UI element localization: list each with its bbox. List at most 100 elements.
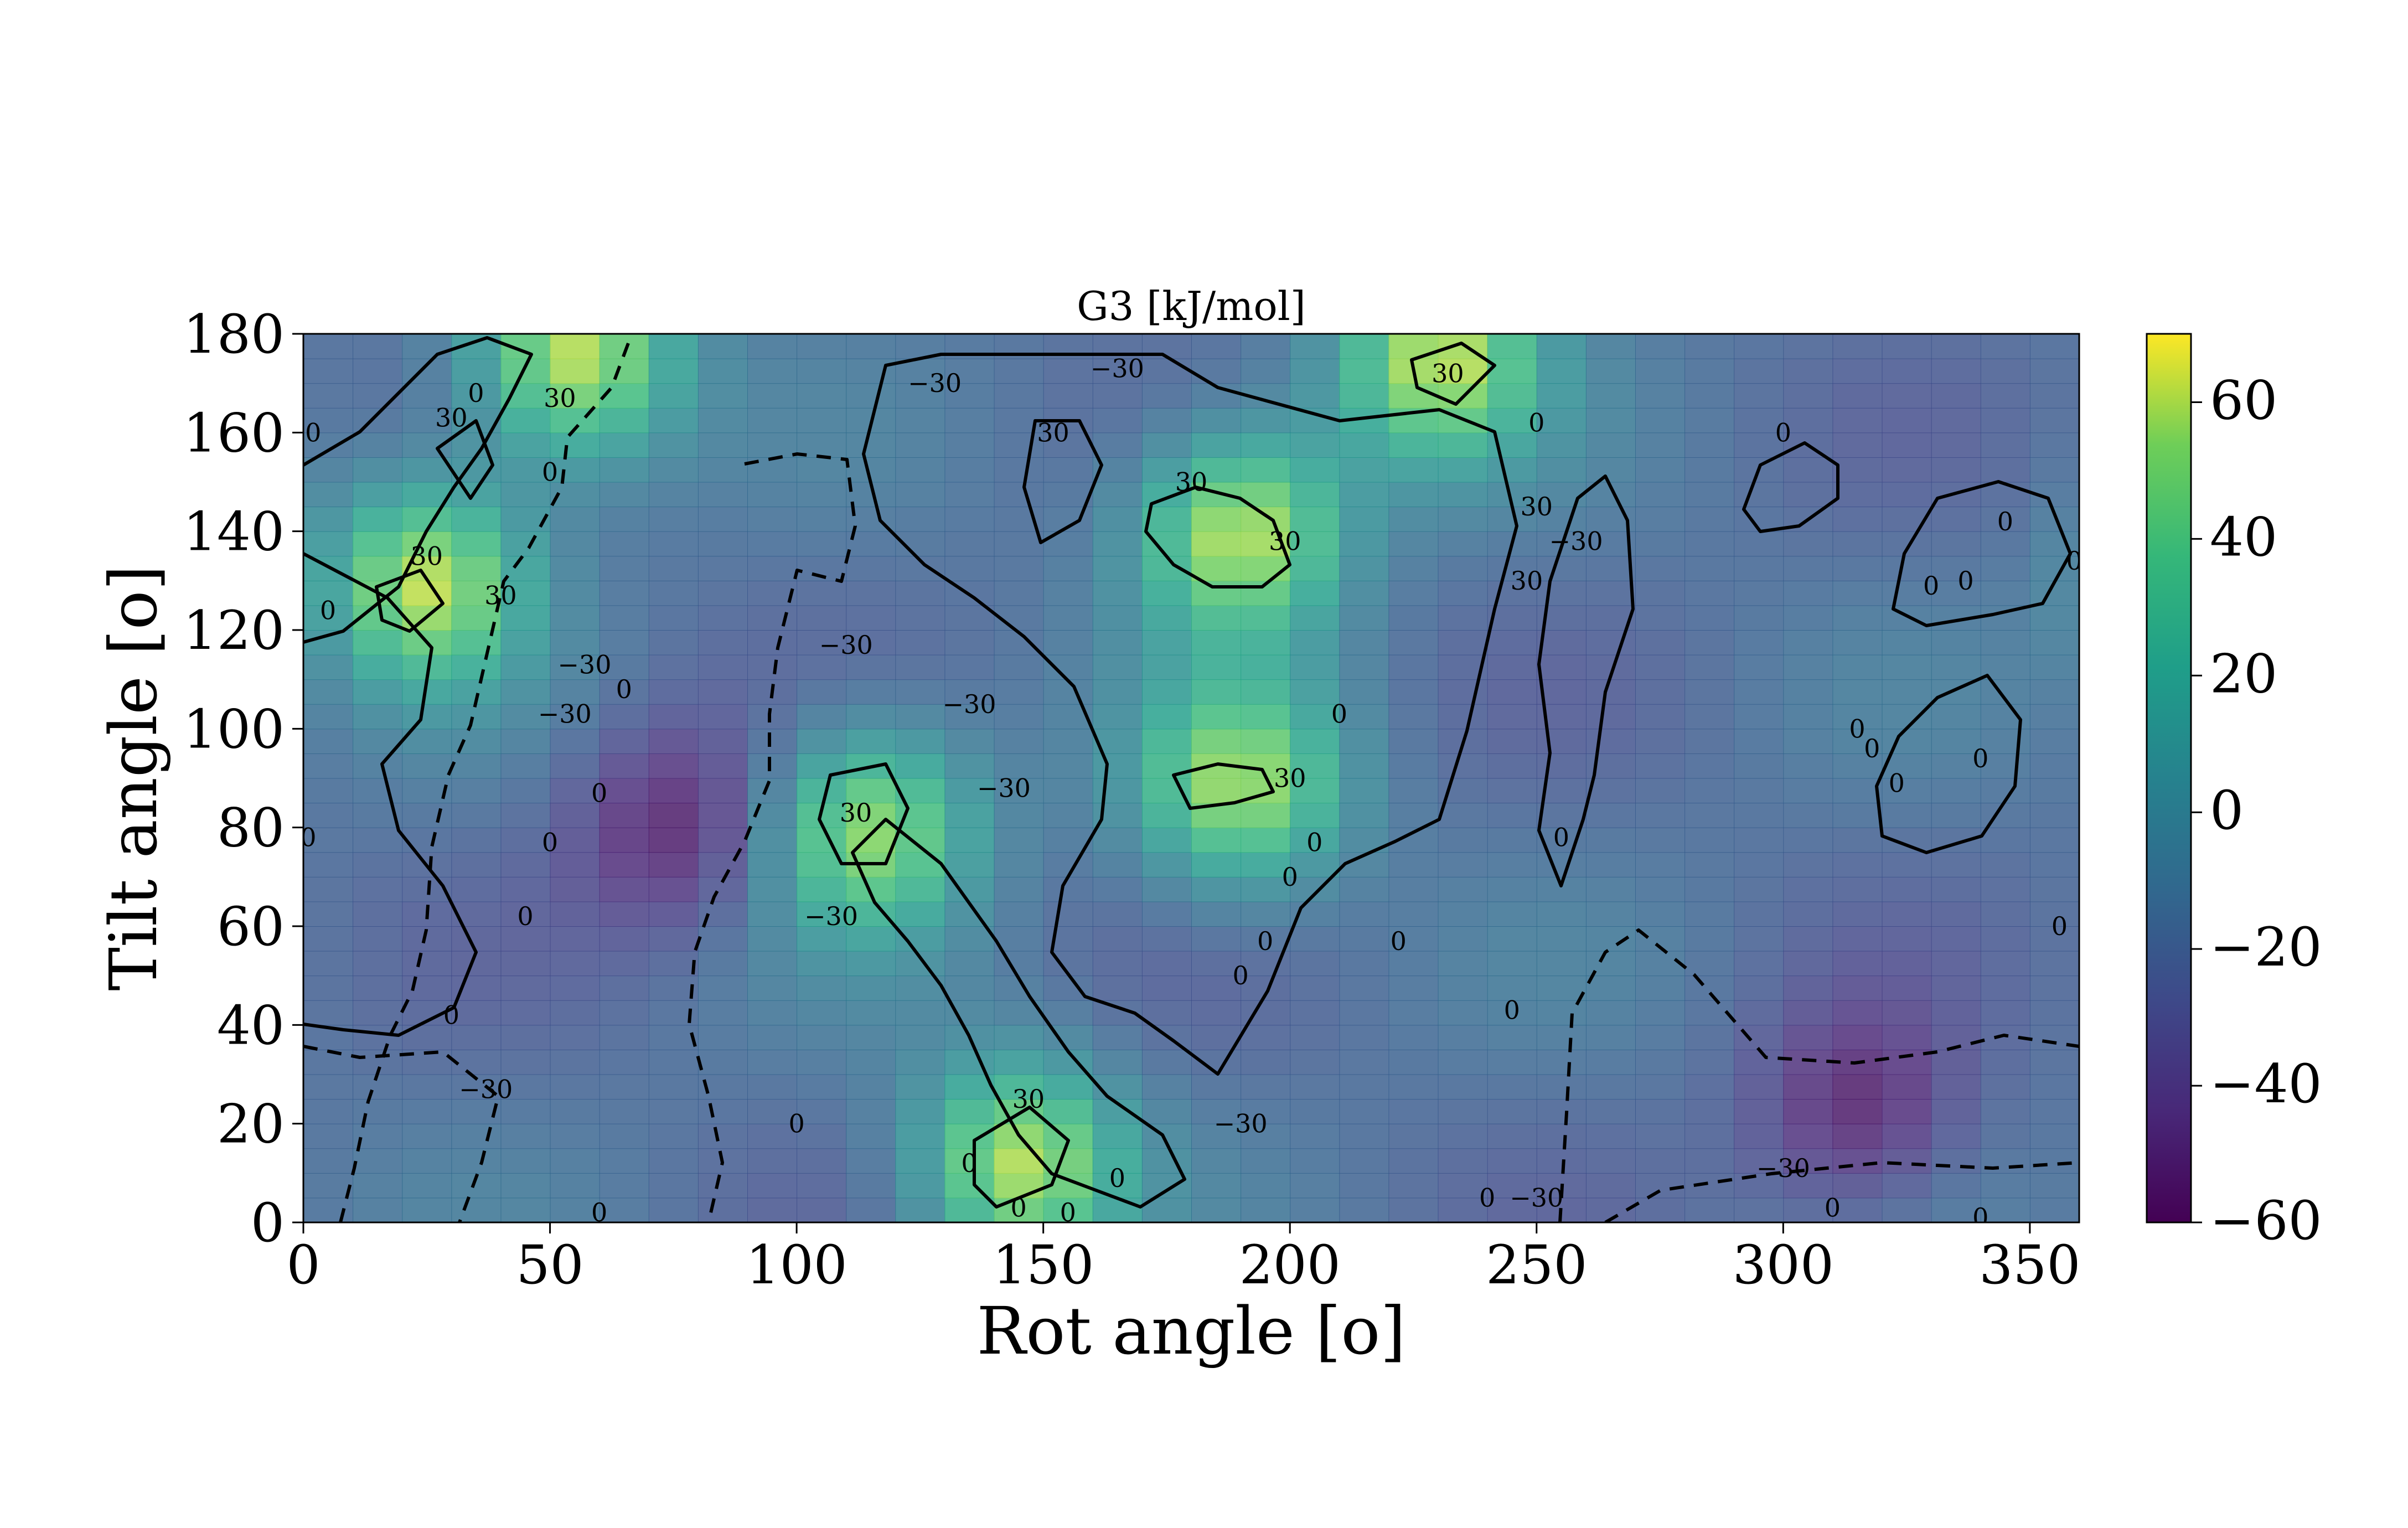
heatmap-cell <box>1635 1197 1686 1222</box>
heatmap-cell <box>353 531 403 557</box>
heatmap-cell <box>2029 358 2079 384</box>
heatmap-cell <box>1734 383 1784 409</box>
contour-label: 0 <box>1306 827 1322 857</box>
heatmap-cell <box>500 876 551 902</box>
heatmap-cell <box>1931 729 1981 754</box>
heatmap-cell <box>451 556 502 581</box>
heatmap-cell <box>1141 1099 1192 1124</box>
heatmap-cell <box>994 951 1044 977</box>
heatmap-cell <box>1832 753 1883 779</box>
heatmap-cell <box>797 1025 847 1050</box>
heatmap-cell <box>1585 383 1636 409</box>
heatmap-cell <box>994 876 1044 902</box>
heatmap-cell <box>1980 1197 2030 1222</box>
heatmap-cell <box>697 1123 748 1149</box>
heatmap-cell <box>599 1049 649 1075</box>
heatmap-cell <box>1980 507 2030 532</box>
heatmap-cell <box>1290 827 1340 853</box>
heatmap-cell <box>944 605 995 631</box>
heatmap-cell <box>353 457 403 483</box>
heatmap-cell <box>1241 1148 1291 1174</box>
heatmap-cell <box>747 432 798 458</box>
heatmap-cell <box>1339 1049 1389 1075</box>
heatmap-cell <box>550 975 600 1001</box>
contour-label: 0 <box>1109 1163 1125 1193</box>
heatmap-cell <box>1931 803 1981 828</box>
heatmap-cell <box>1684 1197 1735 1222</box>
heatmap-cell <box>797 580 847 606</box>
heatmap-cell <box>846 778 896 804</box>
heatmap-cell <box>1931 407 1981 433</box>
heatmap-cell <box>1585 358 1636 384</box>
heatmap-cell <box>1191 901 1242 927</box>
heatmap-cell <box>1092 432 1143 458</box>
contour-thirty-2 <box>1172 762 1275 810</box>
heatmap-cell <box>1241 901 1291 927</box>
heatmap-cell <box>1832 580 1883 606</box>
colorbar-ticks: 60 40 20 0 −20 −40 −60 <box>2191 369 2322 1252</box>
heatmap-cell <box>1931 556 1981 581</box>
contour-label: 0 <box>1504 995 1520 1025</box>
heatmap-cell <box>1043 876 1093 902</box>
heatmap-cell <box>994 1173 1044 1199</box>
contour-label: 0 <box>591 1197 607 1227</box>
heatmap-cell <box>895 457 945 483</box>
heatmap-cell <box>1783 975 1833 1001</box>
heatmap-cell <box>1487 358 1537 384</box>
heatmap-cell <box>500 457 551 483</box>
contour-thirty-8 <box>1410 342 1496 406</box>
contour-label: 0 <box>2052 911 2068 941</box>
heatmap-cell <box>1290 803 1340 828</box>
heatmap-cell <box>1585 803 1636 828</box>
heatmap-cell <box>994 531 1044 557</box>
heatmap-cell <box>648 1099 699 1124</box>
heatmap-cell <box>1536 926 1587 952</box>
contour-label: 0 <box>1972 1202 1988 1232</box>
heatmap-cell <box>797 457 847 483</box>
heatmap-cell <box>1241 704 1291 730</box>
heatmap-cell <box>353 1173 403 1199</box>
heatmap-cell <box>500 1148 551 1174</box>
heatmap-cell <box>451 1123 502 1149</box>
x-axis-label: Rot angle [o] <box>977 1293 1406 1369</box>
heatmap-cell <box>1191 507 1242 532</box>
heatmap-cell <box>797 729 847 754</box>
heatmap-cell <box>1585 704 1636 730</box>
heatmap-cell <box>353 1000 403 1026</box>
heatmap-cell <box>1092 1148 1143 1174</box>
heatmap-cell <box>1832 803 1883 828</box>
heatmap-cell <box>353 556 403 581</box>
x-tick-label: 350 <box>1979 1234 2080 1296</box>
heatmap-cell <box>303 580 354 606</box>
heatmap-cell <box>1191 827 1242 853</box>
heatmap-cell <box>353 1197 403 1222</box>
heatmap-cell <box>550 926 600 952</box>
heatmap-cell <box>747 729 798 754</box>
heatmap-cell <box>1635 1000 1686 1026</box>
heatmap-cell <box>895 1123 945 1149</box>
heatmap-cell <box>1684 778 1735 804</box>
heatmap-cell <box>1339 926 1389 952</box>
contour-label: 0 <box>1923 571 1939 601</box>
heatmap-cell <box>1191 679 1242 705</box>
heatmap-cell <box>1339 951 1389 977</box>
heatmap-cell <box>994 1074 1044 1100</box>
heatmap-cell <box>2029 334 2079 359</box>
heatmap-cell <box>648 605 699 631</box>
heatmap-cell <box>1141 901 1192 927</box>
heatmap-cell <box>648 1148 699 1174</box>
contour-minus30-ridge <box>688 452 857 1222</box>
heatmap-cell <box>1141 383 1192 409</box>
heatmap-cell <box>1043 852 1093 877</box>
colorbar-tick-label: 60 <box>2210 369 2277 431</box>
heatmap-cell <box>1980 630 2030 655</box>
heatmap-cell <box>697 729 748 754</box>
heatmap-cell <box>1241 926 1291 952</box>
heatmap-cell <box>1339 975 1389 1001</box>
heatmap-cell <box>550 704 600 730</box>
heatmap-cell <box>1191 407 1242 433</box>
contour-label: 0 <box>1972 744 1988 773</box>
heatmap-cell <box>353 1148 403 1174</box>
heatmap-cell <box>1290 704 1340 730</box>
heatmap-cell <box>353 975 403 1001</box>
